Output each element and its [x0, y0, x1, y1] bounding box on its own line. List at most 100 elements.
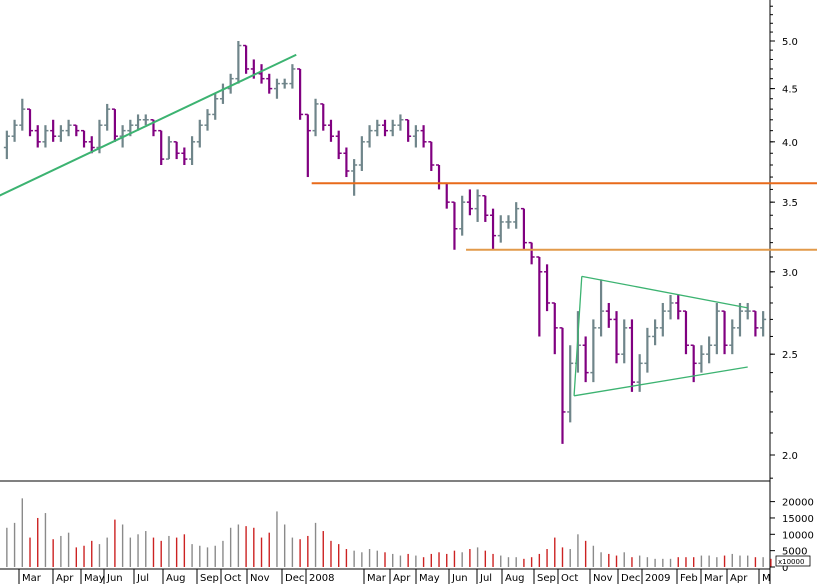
ohlc-bar: [320, 103, 327, 131]
x-tick-label: 2008: [309, 573, 334, 584]
x-tick-label: Apr: [56, 573, 74, 584]
ohlc-bar: [34, 125, 41, 148]
ohlc-bar: [428, 141, 435, 171]
x-tick-label: Nov: [250, 573, 270, 584]
ohlc-bar: [706, 336, 713, 364]
x-tick-label: Apr: [393, 573, 411, 584]
ohlc-bar: [544, 264, 551, 312]
ohlc-bar: [142, 114, 149, 126]
x-tick-label: Oct: [561, 573, 578, 584]
ohlc-bar: [551, 302, 558, 355]
x-tick-label: Dec: [285, 573, 304, 584]
x-tick-label: Nov: [593, 573, 613, 584]
price-tick-label: 4.5: [782, 85, 798, 96]
ohlc-bar: [451, 201, 458, 250]
triangle-lower-line: [573, 366, 748, 397]
ohlc-bar: [698, 345, 705, 373]
ohlc-bar: [474, 189, 481, 222]
ohlc-bar: [27, 108, 34, 137]
price-tick-label: 4.0: [782, 138, 798, 149]
ohlc-bar: [667, 294, 674, 320]
x-tick-label: Mar: [704, 573, 724, 584]
ohlc-bar: [389, 119, 396, 137]
ohlc-bar: [721, 310, 728, 355]
x-tick-label: 2009: [645, 573, 670, 584]
ohlc-bar: [81, 129, 88, 148]
price-tick-label: 2.5: [782, 350, 798, 361]
ohlc-bar: [405, 119, 412, 142]
ohlc-bar: [652, 319, 659, 346]
ohlc-bar: [227, 73, 234, 94]
triangle-left-line: [573, 276, 583, 396]
ohlc-bar: [243, 44, 250, 74]
ohlc-bar: [466, 189, 473, 216]
ohlc-bar: [490, 208, 497, 250]
ohlc-bar: [73, 124, 80, 137]
ohlc-bar: [443, 182, 450, 209]
ohlc-bar: [3, 130, 10, 160]
ohlc-bar: [235, 41, 242, 84]
ohlc-bar: [196, 119, 203, 148]
ohlc-bar: [273, 78, 280, 99]
x-tick-label: Sep: [537, 573, 556, 584]
price-tick-label: 5.0: [782, 37, 798, 48]
ohlc-bar: [459, 195, 466, 236]
ohlc-bar: [219, 83, 226, 104]
ohlc-bar: [505, 215, 512, 229]
ohlc-bar: [628, 319, 635, 392]
ohlc-bar: [11, 119, 18, 142]
x-tick-label: Jul: [479, 573, 492, 584]
ohlc-bar: [736, 302, 743, 337]
x-tick-label: Aug: [505, 573, 525, 584]
x-tick-label: M: [762, 573, 771, 584]
ohlc-bar: [189, 136, 196, 165]
ohlc-bar: [760, 311, 767, 337]
x-tick-label: Sep: [200, 573, 219, 584]
x-tick-label: May: [419, 573, 440, 584]
ohlc-bar: [165, 136, 172, 160]
ohlc-bar: [297, 68, 304, 120]
ohlc-bar: [682, 310, 689, 355]
x-tick-label: Dec: [621, 573, 640, 584]
ohlc-bar: [312, 98, 319, 137]
ohlc-bar: [590, 319, 597, 383]
ohlc-bar: [111, 108, 118, 142]
ohlc-bar: [752, 310, 759, 337]
ohlc-bar: [497, 215, 504, 243]
ohlc-bar: [374, 119, 381, 137]
ohlc-bar: [621, 319, 628, 364]
ohlc-bar: [528, 241, 535, 265]
volume-tick-label: 5000: [782, 547, 807, 558]
uptrend-line-line: [0, 53, 297, 197]
x-tick-label: Feb: [680, 573, 698, 584]
ohlc-bar: [613, 311, 620, 364]
ohlc-bar: [57, 125, 64, 142]
ohlc-bar: [644, 327, 651, 373]
ohlc-bar: [358, 136, 365, 171]
ohlc-bar: [744, 302, 751, 320]
x-tick-label: Jun: [451, 573, 468, 584]
ohlc-bar: [258, 64, 265, 84]
ohlc-bar: [304, 113, 311, 178]
ohlc-bar: [729, 319, 736, 355]
x-tick-label: Apr: [730, 573, 748, 584]
volume-tick-label: 0: [782, 563, 788, 574]
ohlc-bar: [181, 147, 188, 165]
price-tick-label: 3.0: [782, 268, 798, 279]
x-tick-label: Oct: [224, 573, 241, 584]
ohlc-bar: [212, 93, 219, 120]
ohlc-bar: [598, 279, 605, 337]
x-tick-label: May: [84, 573, 105, 584]
ohlc-bar: [173, 141, 180, 160]
volume-tick-label: 15000: [782, 514, 814, 525]
ohlc-bar: [436, 164, 443, 190]
ohlc-bar: [335, 130, 342, 160]
ohlc-bar: [513, 202, 520, 229]
ohlc-bar: [536, 256, 543, 337]
ohlc-bar: [50, 119, 57, 142]
ohlc-bar: [351, 159, 358, 196]
volume-tick-label: 20000: [782, 498, 814, 509]
ohlc-bar: [659, 302, 666, 337]
ohlc-bar: [520, 207, 527, 250]
